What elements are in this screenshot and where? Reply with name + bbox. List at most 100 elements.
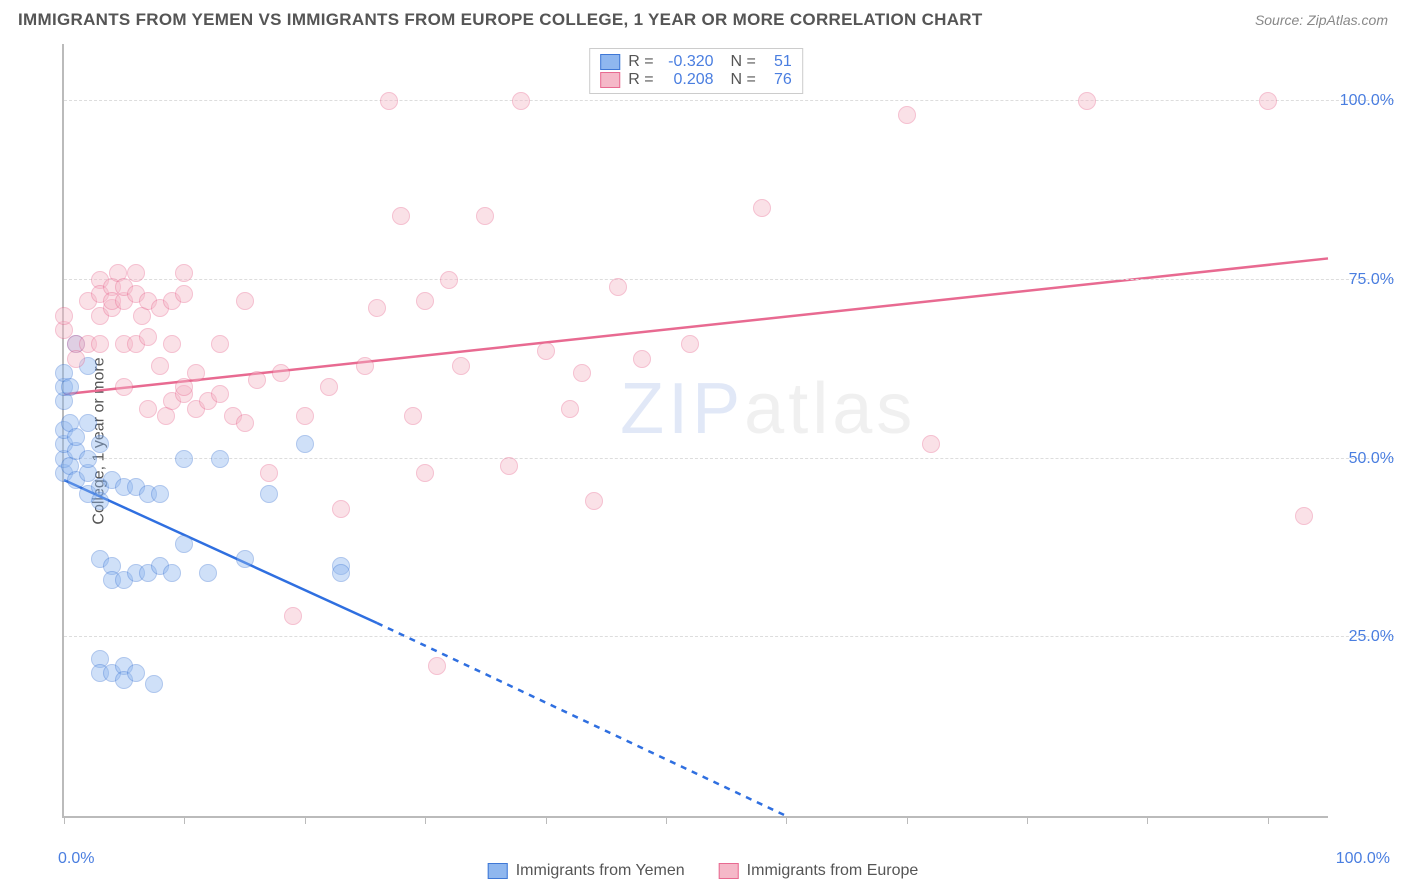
data-point [91, 335, 109, 353]
data-point [1295, 507, 1313, 525]
data-point [175, 264, 193, 282]
data-point [260, 485, 278, 503]
data-point [248, 371, 266, 389]
data-point [151, 485, 169, 503]
source-site: ZipAtlas.com [1307, 12, 1388, 28]
data-point [537, 342, 555, 360]
legend-label: Immigrants from Europe [747, 862, 919, 880]
x-tick [1027, 816, 1028, 824]
correlation-legend: R =-0.320 N =51R =0.208 N =76 [589, 48, 803, 94]
data-point [211, 450, 229, 468]
y-tick-label: 75.0% [1334, 271, 1394, 289]
chart-header: IMMIGRANTS FROM YEMEN VS IMMIGRANTS FROM… [0, 0, 1406, 36]
data-point [1078, 92, 1096, 110]
data-point [476, 207, 494, 225]
n-label: N = [722, 71, 756, 89]
x-tick [1147, 816, 1148, 824]
data-point [512, 92, 530, 110]
watermark: ZIPatlas [620, 368, 916, 450]
x-tick [907, 816, 908, 824]
gridline [64, 458, 1394, 459]
scatter-plot: ZIPatlas R =-0.320 N =51R =0.208 N =76 2… [62, 44, 1328, 818]
x-tick [305, 816, 306, 824]
legend-swatch [600, 54, 620, 70]
data-point [145, 675, 163, 693]
data-point [61, 378, 79, 396]
data-point [175, 378, 193, 396]
data-point [922, 435, 940, 453]
data-point [151, 357, 169, 375]
data-point [55, 307, 73, 325]
r-value: -0.320 [662, 53, 714, 71]
gridline [64, 100, 1394, 101]
x-tick [64, 816, 65, 824]
data-point [272, 364, 290, 382]
legend-row: R =-0.320 N =51 [600, 53, 792, 71]
watermark-zip: ZIP [620, 369, 744, 449]
data-point [67, 428, 85, 446]
n-value: 51 [764, 53, 792, 71]
data-point [404, 407, 422, 425]
data-point [163, 564, 181, 582]
x-tick [1268, 816, 1269, 824]
data-point [211, 335, 229, 353]
data-point [368, 299, 386, 317]
x-min-label: 0.0% [58, 850, 94, 868]
data-point [79, 450, 97, 468]
plot-area: College, 1 year or more ZIPatlas R =-0.3… [40, 44, 1398, 838]
data-point [356, 357, 374, 375]
data-point [1259, 92, 1277, 110]
data-point [67, 350, 85, 368]
data-point [585, 492, 603, 510]
data-point [163, 335, 181, 353]
data-point [115, 378, 133, 396]
data-point [452, 357, 470, 375]
r-label: R = [628, 71, 653, 89]
data-point [633, 350, 651, 368]
data-point [139, 400, 157, 418]
data-point [416, 292, 434, 310]
x-tick [425, 816, 426, 824]
regression-line [64, 480, 377, 623]
data-point [199, 564, 217, 582]
y-tick-label: 25.0% [1334, 628, 1394, 646]
data-point [428, 657, 446, 675]
data-point [380, 92, 398, 110]
data-point [753, 199, 771, 217]
data-point [175, 535, 193, 553]
legend-label: Immigrants from Yemen [516, 862, 685, 880]
data-point [236, 550, 254, 568]
data-point [127, 264, 145, 282]
data-point [175, 285, 193, 303]
data-point [392, 207, 410, 225]
chart-title: IMMIGRANTS FROM YEMEN VS IMMIGRANTS FROM… [18, 10, 983, 30]
data-point [211, 385, 229, 403]
data-point [500, 457, 518, 475]
data-point [175, 450, 193, 468]
data-point [139, 328, 157, 346]
regression-lines [64, 44, 1328, 816]
data-point [79, 414, 97, 432]
x-tick [184, 816, 185, 824]
n-label: N = [722, 53, 756, 71]
data-point [561, 400, 579, 418]
x-max-label: 100.0% [1336, 850, 1390, 868]
x-tick [546, 816, 547, 824]
legend-swatch [488, 863, 508, 879]
data-point [187, 364, 205, 382]
data-point [440, 271, 458, 289]
data-point [91, 492, 109, 510]
data-point [332, 564, 350, 582]
data-point [127, 664, 145, 682]
y-tick-label: 100.0% [1334, 92, 1394, 110]
source-attribution: Source: ZipAtlas.com [1255, 12, 1388, 28]
series-legend: Immigrants from Yemen Immigrants from Eur… [488, 862, 919, 880]
data-point [609, 278, 627, 296]
source-prefix: Source: [1255, 12, 1307, 28]
data-point [681, 335, 699, 353]
x-tick [786, 816, 787, 824]
data-point [320, 378, 338, 396]
y-tick-label: 50.0% [1334, 450, 1394, 468]
legend-swatch [719, 863, 739, 879]
data-point [296, 435, 314, 453]
